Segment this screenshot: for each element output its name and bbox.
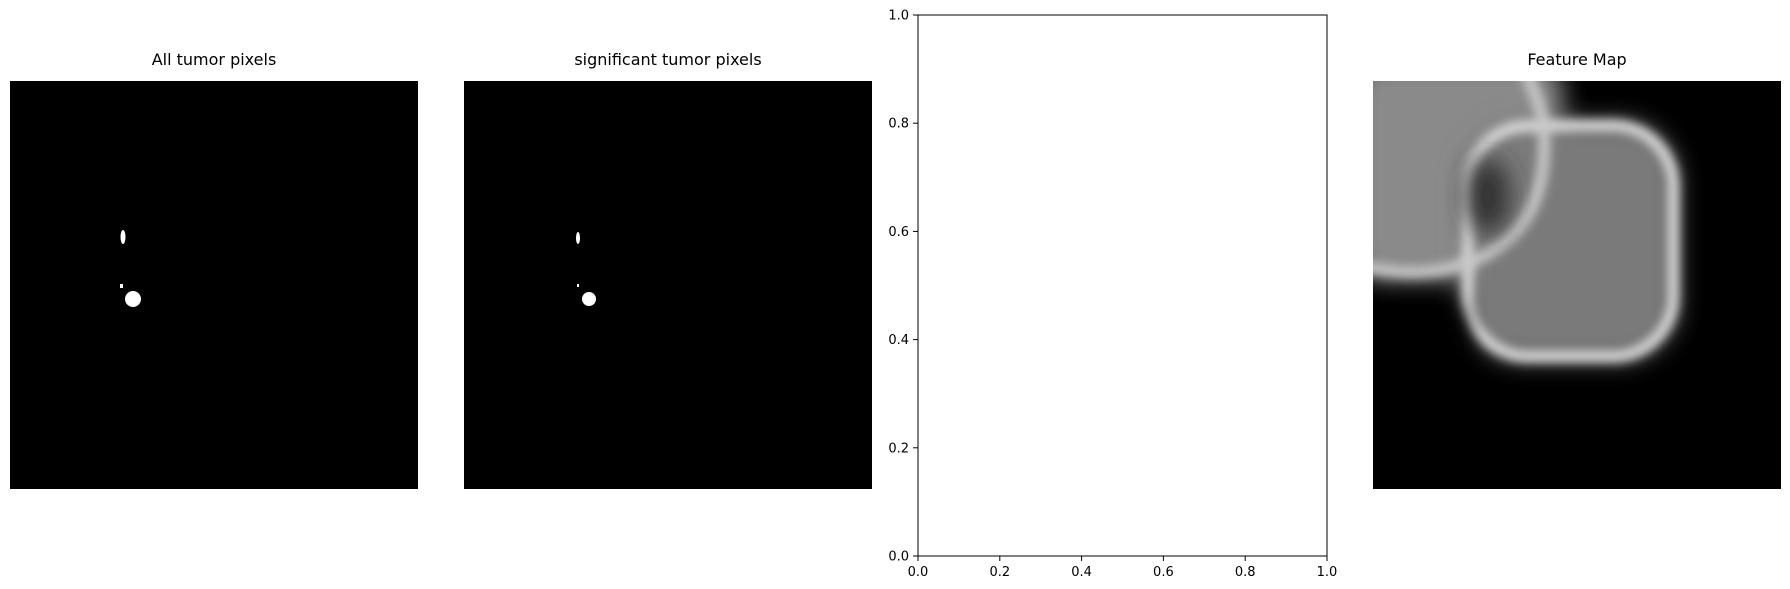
panel-title-significant-tumor: significant tumor pixels: [574, 50, 762, 69]
significant-tumor-mask-image: [464, 81, 872, 489]
y-tick-label: 0.0: [888, 550, 909, 565]
y-tick-label: 0.4: [888, 333, 909, 348]
sig-tumor-blob-2: [577, 284, 579, 287]
feature-ring-upper: [1373, 81, 1551, 278]
x-tick-label: 0.8: [1235, 565, 1256, 580]
tumor-blob-2: [120, 284, 123, 288]
tumor-blob-3: [125, 291, 141, 307]
tumor-blob-1: [120, 230, 126, 244]
feature-ring-lower: [1462, 120, 1679, 362]
all-tumor-mask-svg: [120, 230, 141, 307]
feature-map-svg: [1373, 81, 1679, 489]
x-tick-label: 0.6: [1153, 565, 1174, 580]
x-tick-label: 0.4: [1071, 565, 1092, 580]
y-tick-label: 0.2: [888, 441, 909, 456]
x-tick-label: 1.0: [1317, 565, 1338, 580]
panel-title-all-tumor: All tumor pixels: [151, 50, 277, 69]
panel-title-feature-map: Feature Map: [1527, 50, 1627, 69]
y-tick-label: 0.6: [888, 225, 909, 240]
sig-tumor-blob-1: [576, 232, 580, 244]
axes-frame: [917, 14, 1328, 557]
x-tick-label: 0.2: [989, 565, 1010, 580]
x-tick-label: 0.0: [908, 565, 929, 580]
feature-map-image: [1373, 81, 1781, 489]
feature-dark-corner: [1373, 311, 1463, 489]
significant-tumor-mask-svg: [576, 232, 596, 306]
y-tick-label: 0.8: [888, 117, 909, 132]
y-tick-label: 1.0: [888, 9, 909, 24]
all-tumor-mask-image: [10, 81, 418, 489]
sig-tumor-blob-3: [582, 292, 596, 306]
feature-dark-center: [1466, 158, 1510, 234]
feature-region-lower: [1463, 121, 1678, 361]
